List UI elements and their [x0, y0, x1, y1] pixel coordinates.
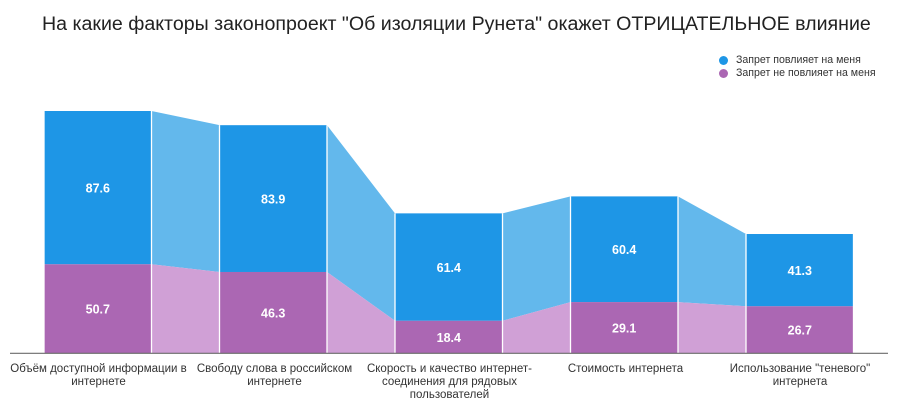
svg-text:18.4: 18.4 [437, 331, 461, 345]
svg-text:83.9: 83.9 [261, 193, 285, 207]
svg-text:87.6: 87.6 [86, 182, 110, 196]
svg-text:41.3: 41.3 [788, 264, 812, 278]
svg-text:61.4: 61.4 [437, 261, 461, 275]
svg-text:26.7: 26.7 [788, 324, 812, 338]
svg-text:46.3: 46.3 [261, 306, 285, 320]
svg-text:29.1: 29.1 [612, 322, 636, 336]
svg-text:50.7: 50.7 [86, 303, 110, 317]
svg-text:60.4: 60.4 [612, 243, 636, 257]
